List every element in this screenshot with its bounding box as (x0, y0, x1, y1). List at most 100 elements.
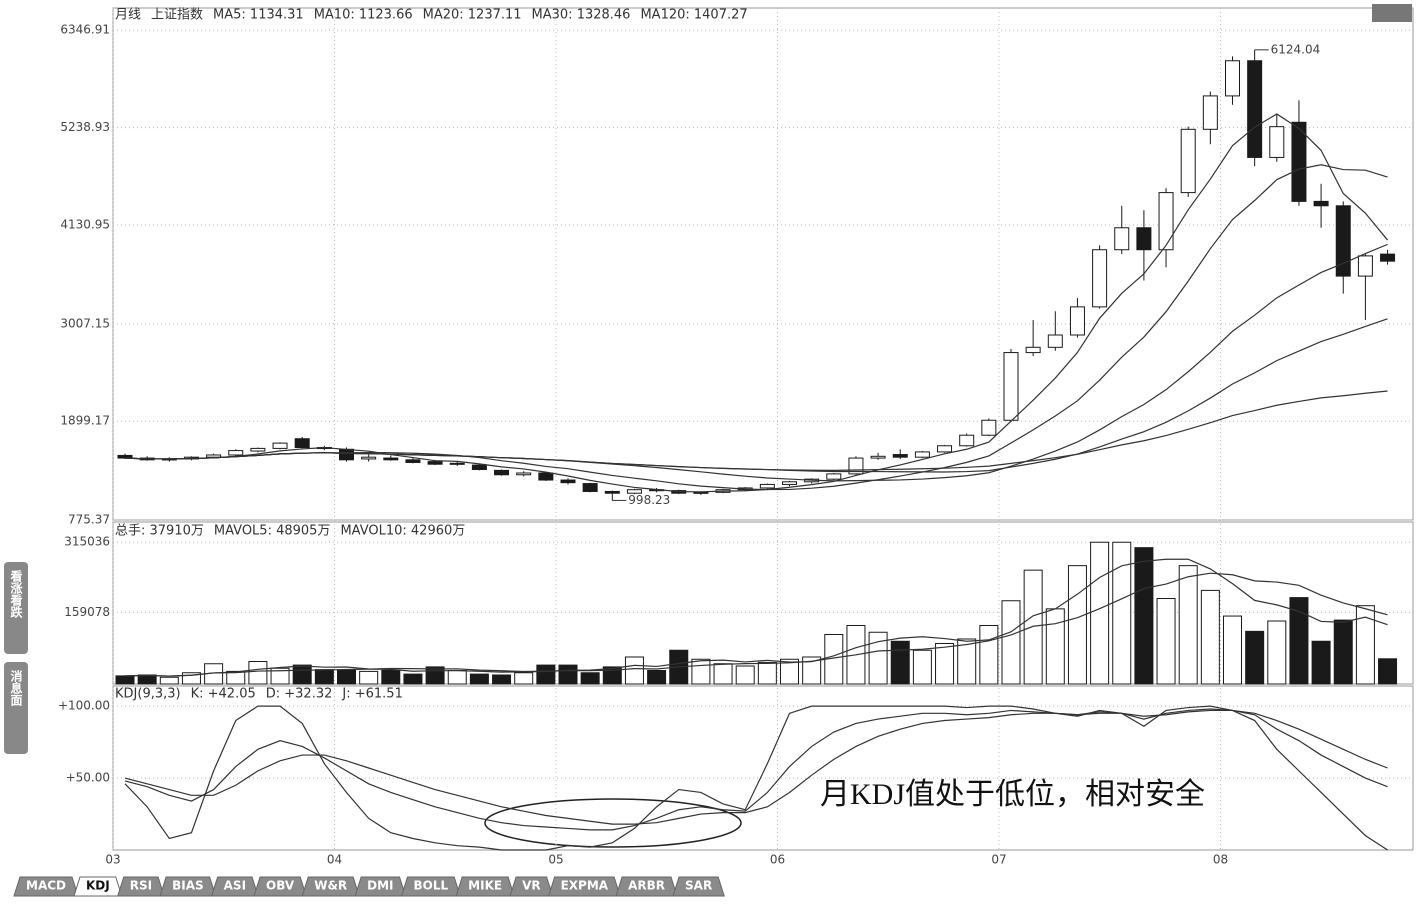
indicator-tab-label[interactable]: ASI (224, 879, 246, 893)
volume-bar (1178, 565, 1198, 685)
candle-body (892, 454, 908, 458)
indicator-tab-label[interactable]: DMI (367, 879, 393, 893)
window-buttons[interactable] (1372, 4, 1412, 22)
y-tick-label: 4130.95 (60, 218, 110, 232)
volume-ma-line (124, 558, 1388, 677)
volume-bar (314, 669, 334, 685)
indicator-tab[interactable] (455, 876, 515, 897)
ma-line (124, 113, 1389, 493)
indicator-tab[interactable] (615, 876, 678, 897)
indicator-tab[interactable] (210, 876, 259, 897)
indicator-tab[interactable] (159, 876, 217, 897)
x-tick-label: 08 (1213, 853, 1228, 867)
indicator-tab-label[interactable]: KDJ (86, 879, 110, 893)
highlight-ellipse (484, 798, 742, 848)
volume-bar (780, 658, 799, 685)
volume-bar (1223, 615, 1242, 685)
indicator-tab-label[interactable]: RSI (130, 879, 152, 893)
volume-bar (1355, 605, 1375, 685)
indicator-tab-label[interactable]: ARBR (628, 879, 665, 893)
indicator-tab[interactable] (509, 876, 554, 897)
candle-body (759, 483, 775, 489)
indicator-tab[interactable] (400, 876, 461, 897)
volume-bar (1156, 598, 1176, 685)
side-tab[interactable] (4, 662, 28, 754)
volume-bar (159, 676, 179, 685)
volume-bar (602, 666, 622, 685)
candle-body (471, 464, 487, 470)
volume-bar (115, 675, 135, 685)
candle-body (1180, 128, 1196, 194)
candle-body (1047, 334, 1063, 348)
indicator-tab-label[interactable]: EXPMA (561, 879, 609, 893)
candle-body (626, 489, 642, 494)
legend-label: D: +32.32 (266, 687, 333, 702)
indicator-tab-label[interactable]: VR (522, 879, 541, 893)
candle-body (1069, 306, 1085, 336)
indicator-tab-label[interactable]: SAR (685, 879, 712, 893)
indicator-tab[interactable] (354, 876, 407, 897)
annotation: 月KDJ值处于低位，相对安全 (820, 778, 1205, 811)
volume-bar (1045, 608, 1065, 685)
indicator-tab-label[interactable]: BIAS (172, 879, 204, 893)
indicator-tab-label[interactable]: BOLL (414, 879, 449, 893)
candle-body (294, 438, 310, 449)
volume-bar (912, 649, 932, 685)
indicator-tab[interactable] (73, 876, 123, 897)
candle-body (1291, 121, 1307, 202)
indicator-tab[interactable] (253, 876, 307, 897)
indicator-tab[interactable] (672, 876, 725, 897)
ma-line (124, 390, 1388, 471)
candle-body (1202, 95, 1218, 130)
volume-bar (1134, 547, 1154, 685)
candle-body (494, 469, 510, 476)
indicator-tab[interactable] (117, 876, 165, 897)
volume-bar (713, 663, 733, 685)
indicator-tab-label[interactable]: MIKE (468, 879, 502, 893)
candle-body (604, 490, 620, 494)
indicator-tab[interactable] (301, 876, 360, 897)
legend-label: MA10: 1123.66 (314, 8, 413, 23)
volume-bar (558, 664, 578, 685)
volume-bar (492, 674, 512, 685)
candle-body (339, 448, 354, 461)
indicator-tab-label[interactable]: MACD (26, 879, 66, 893)
indicator-tab-label[interactable]: OBV (266, 879, 295, 893)
y-tick-label: 775.37 (68, 513, 110, 527)
volume-bar (226, 670, 246, 685)
candle-body (228, 450, 244, 456)
legend-label: J: +61.51 (341, 687, 402, 702)
volume-bar (137, 674, 157, 685)
legend-label: MAVOL5: 48905万 (214, 524, 331, 539)
candle-body (1114, 227, 1130, 251)
volume-bar (514, 672, 534, 685)
candle-body (826, 473, 842, 480)
legend-label: MA20: 1237.11 (423, 8, 522, 23)
candle-body (383, 457, 399, 461)
indicator-tab[interactable] (547, 876, 621, 897)
legend-label: 总手: 37910万 (115, 524, 204, 539)
volume-bar (359, 670, 379, 685)
side-tab-label: 消息面 (9, 669, 23, 707)
volume-bar (935, 643, 955, 685)
x-tick-label: 07 (991, 853, 1006, 867)
candle-body (206, 454, 222, 458)
volume-bar (1245, 630, 1265, 685)
side-tab[interactable] (4, 562, 28, 654)
candle-body (959, 434, 975, 447)
volume-bar (469, 673, 489, 685)
candle-body (1247, 60, 1263, 158)
volume-bar (647, 670, 667, 685)
volume-bar (536, 664, 556, 685)
candle-body (937, 445, 953, 453)
candle-body (1003, 352, 1019, 421)
volume-bar (248, 661, 268, 685)
candle-body (516, 472, 532, 476)
y-tick-label: +50.00 (66, 771, 110, 785)
legend-label: MA120: 1407.27 (640, 8, 747, 23)
indicator-tab-label[interactable]: W&R (314, 879, 347, 893)
legend-label: 上证指数 (151, 8, 203, 23)
indicator-tab[interactable] (13, 876, 79, 897)
volume-bar (624, 656, 644, 685)
candle-body (1225, 60, 1240, 97)
